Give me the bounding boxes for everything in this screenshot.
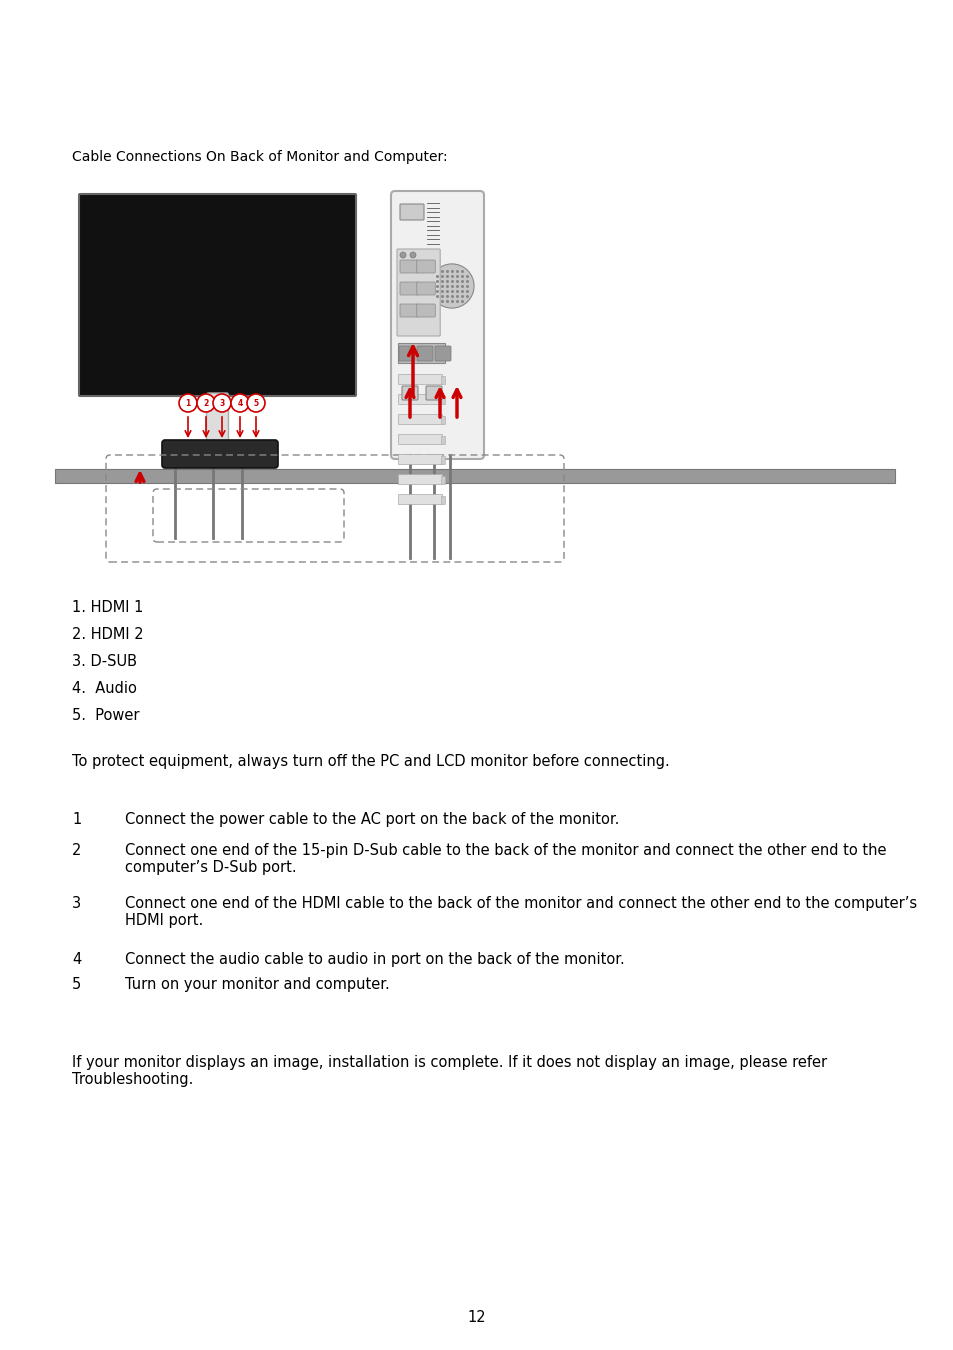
Text: 3: 3 [71,896,81,911]
Text: 5.  Power: 5. Power [71,707,139,724]
FancyBboxPatch shape [416,261,435,273]
Text: To protect equipment, always turn off the PC and LCD monitor before connecting.: To protect equipment, always turn off th… [71,755,669,770]
Text: 2: 2 [203,398,209,408]
Text: If your monitor displays an image, installation is complete. If it does not disp: If your monitor displays an image, insta… [71,1054,826,1087]
FancyBboxPatch shape [399,282,418,296]
Text: Connect one end of the HDMI cable to the back of the monitor and connect the oth: Connect one end of the HDMI cable to the… [125,896,916,929]
FancyBboxPatch shape [399,304,418,317]
Circle shape [213,394,231,412]
FancyBboxPatch shape [396,248,439,336]
Bar [397,494,442,504]
Bar [440,377,444,383]
Circle shape [231,394,249,412]
Bar [440,416,444,424]
FancyBboxPatch shape [399,261,418,273]
Text: Turn on your monitor and computer.: Turn on your monitor and computer. [125,977,390,992]
FancyBboxPatch shape [162,440,277,468]
Text: 1. HDMI 1: 1. HDMI 1 [71,599,143,616]
Text: 4.  Audio: 4. Audio [71,680,136,697]
Bar [397,374,442,383]
FancyBboxPatch shape [401,386,417,400]
Text: Connect the power cable to the AC port on the back of the monitor.: Connect the power cable to the AC port o… [125,811,618,828]
Bar [397,394,442,404]
Bar [440,456,444,464]
Circle shape [179,394,196,412]
FancyBboxPatch shape [79,194,355,396]
Text: 4: 4 [71,952,81,967]
Circle shape [410,252,416,258]
Text: 2: 2 [71,842,81,859]
Bar [397,343,444,363]
Bar [440,477,444,485]
FancyBboxPatch shape [435,346,451,360]
Bar [440,396,444,404]
Text: 12: 12 [467,1310,486,1324]
Text: 3. D-SUB: 3. D-SUB [71,653,137,670]
Text: 5: 5 [71,977,81,992]
Circle shape [196,394,214,412]
Text: 5: 5 [253,398,258,408]
FancyBboxPatch shape [399,204,423,220]
FancyBboxPatch shape [426,386,441,400]
Circle shape [247,394,265,412]
FancyBboxPatch shape [398,346,415,360]
FancyBboxPatch shape [206,393,229,446]
Text: 1: 1 [71,811,81,828]
Text: Connect the audio cable to audio in port on the back of the monitor.: Connect the audio cable to audio in port… [125,952,624,967]
Text: 3: 3 [219,398,224,408]
Bar [440,495,444,504]
Bar [397,474,442,485]
Text: Cable Connections On Back of Monitor and Computer:: Cable Connections On Back of Monitor and… [71,150,447,163]
Circle shape [430,263,474,308]
Text: 1: 1 [185,398,191,408]
Text: 2. HDMI 2: 2. HDMI 2 [71,626,144,643]
FancyBboxPatch shape [416,346,433,360]
Bar [397,454,442,464]
FancyBboxPatch shape [416,304,435,317]
Bar [55,468,894,483]
Circle shape [399,252,406,258]
FancyBboxPatch shape [391,190,483,459]
Bar [440,436,444,444]
FancyBboxPatch shape [416,282,435,296]
Bar [397,433,442,444]
Text: 4: 4 [237,398,242,408]
Bar [397,414,442,424]
Text: Connect one end of the 15-pin D-Sub cable to the back of the monitor and connect: Connect one end of the 15-pin D-Sub cabl… [125,842,885,875]
